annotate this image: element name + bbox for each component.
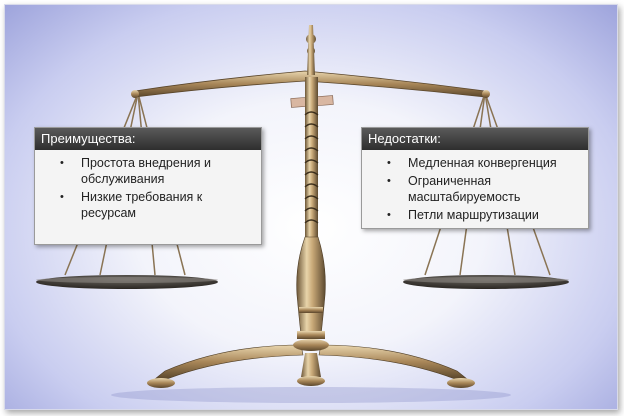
slide-frame: Преимущества: Простота внедрения и обслу… (4, 4, 618, 410)
base-front-leg (301, 353, 321, 377)
foot-right (447, 378, 475, 388)
balance-scale-icon (36, 25, 569, 403)
list-item: Ограниченная масштабируемость (387, 173, 582, 205)
list-item: Простота внедрения и обслуживания (60, 155, 255, 187)
foot-left (147, 378, 175, 388)
disadvantages-list: Медленная конвергенция Ограниченная масш… (362, 150, 588, 223)
disadvantages-panel: Недостатки: Медленная конвергенция Огран… (361, 127, 589, 229)
central-column (305, 77, 318, 237)
base-left-leg (154, 344, 304, 380)
advantages-title: Преимущества: (35, 128, 261, 150)
base-right-leg (318, 344, 468, 380)
column-spiral (304, 111, 319, 224)
list-item: Медленная конвергенция (387, 155, 582, 171)
column-vase (296, 236, 326, 336)
list-item: Низкие требования к ресурсам (60, 189, 255, 221)
advantages-panel: Преимущества: Простота внедрения и обслу… (34, 127, 262, 245)
list-item: Петли маршрутизации (387, 207, 582, 223)
foot-front (297, 376, 325, 386)
disadvantages-title: Недостатки: (362, 128, 588, 150)
advantages-list: Простота внедрения и обслуживания Низкие… (35, 150, 261, 221)
